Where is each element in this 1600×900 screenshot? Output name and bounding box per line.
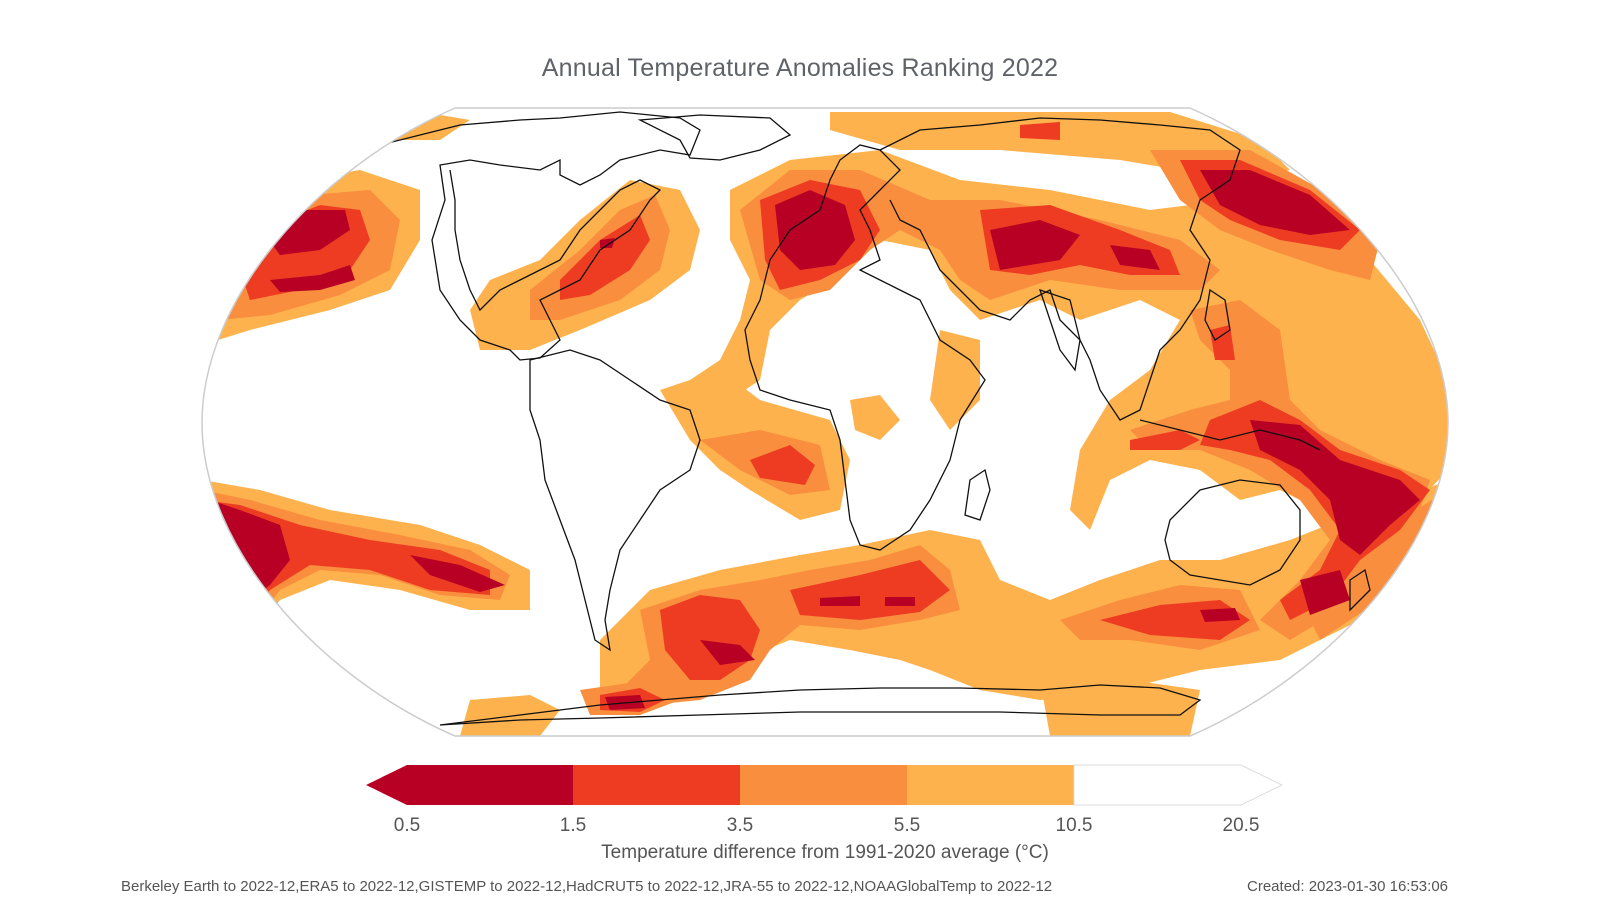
colorbar-tick-5: 20.5 xyxy=(1222,815,1260,836)
colorbar-tick-2: 3.5 xyxy=(726,815,754,836)
data-sources-note: Berkeley Earth to 2022-12,ERA5 to 2022-1… xyxy=(121,878,1053,895)
coastlines xyxy=(379,111,1371,726)
colorbar-segment-4 xyxy=(1073,764,1284,806)
colorbar-segment-0 xyxy=(366,765,573,805)
colorbar-label: Temperature difference from 1991-2020 av… xyxy=(601,842,1049,863)
colorbar xyxy=(366,764,1284,806)
map-title: Annual Temperature Anomalies Ranking 202… xyxy=(541,54,1059,82)
colorbar-tick-1: 1.5 xyxy=(559,815,587,836)
created-timestamp: Created: 2023-01-30 16:53:06 xyxy=(1247,878,1448,895)
colorbar-tick-4: 10.5 xyxy=(1055,815,1093,836)
colorbar-tick-3: 5.5 xyxy=(893,815,921,836)
colorbar-segment-3 xyxy=(907,765,1074,805)
globe-outline xyxy=(201,107,1449,737)
colorbar-segment-2 xyxy=(740,765,907,805)
colorbar-tick-0: 0.5 xyxy=(393,815,421,836)
colorbar-segment-1 xyxy=(573,765,740,805)
